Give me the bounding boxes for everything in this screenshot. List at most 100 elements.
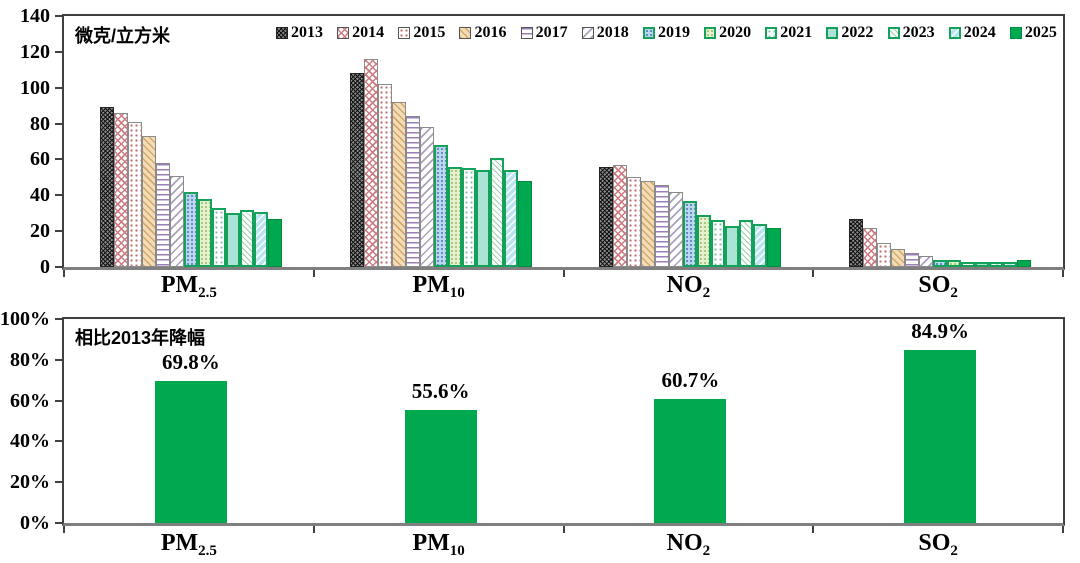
bottom-plot-area: 相比2013年降幅 69.8% 55.6% 60.7% 84.9%: [62, 317, 1065, 526]
top-plot-area: 微克/立方米 2013 2014 2015 2016 2017 2018 2019 2020 2…: [62, 14, 1065, 270]
top-ytick-label: 100: [20, 76, 50, 99]
bar-2022-PM2.5: [225, 213, 240, 267]
bar-2019-PM2.5: [183, 192, 198, 267]
top-xtick-mark: [1062, 270, 1064, 277]
bottom-ytick-mark: [55, 399, 62, 402]
bar-2021-PM10: [461, 168, 476, 267]
legend-label-2021: 2021: [780, 24, 813, 41]
legend-label-2019: 2019: [657, 24, 690, 41]
bar-2019-SO2: [933, 260, 948, 267]
legend-label-2024: 2024: [963, 24, 996, 41]
bar-2013-PM10: [349, 73, 364, 267]
bottom-ytick-mark: [55, 318, 62, 320]
bar-2019-PM10: [433, 145, 448, 267]
bottom-ytick-label: 40%: [10, 430, 50, 453]
bar-2020-PM2.5: [197, 199, 212, 267]
bar-2016-NO2: [641, 181, 656, 267]
bottom-ytick-label: 60%: [10, 389, 50, 412]
top-ytick-label: 40: [30, 184, 50, 207]
bottom-xtick-mark: [312, 526, 315, 533]
top-xtick-mark: [63, 270, 65, 277]
legend-item-2019: 2019: [642, 24, 690, 42]
top-xtick-mark: [312, 270, 315, 277]
top-xtick-mark: [812, 270, 815, 277]
bar-2025-NO2: [767, 228, 782, 267]
decline-bar-NO2: [654, 399, 727, 523]
bottom-ytick-mark: [55, 481, 62, 484]
top-xtick-mark: [562, 270, 565, 277]
solid-green-legend-swatch-2025: [1009, 27, 1022, 39]
bar-2013-SO2: [849, 219, 864, 267]
top-ytick-mark: [55, 230, 62, 233]
bottom-chart-title: 相比2013年降幅: [75, 328, 206, 348]
legend-item-2017: 2017: [520, 24, 568, 42]
legend-label-2013: 2013: [291, 24, 323, 41]
bar-2018-SO2: [919, 256, 934, 267]
top-ytick-label: 120: [20, 40, 50, 63]
legend-item-2021: 2021: [765, 24, 812, 42]
legend-label-2016: 2016: [474, 24, 507, 41]
bar-2016-SO2: [891, 249, 906, 267]
bottom-ytick-mark: [55, 522, 62, 524]
top-ytick-mark: [55, 194, 62, 197]
legend-item-2022: 2022: [826, 24, 873, 42]
white-red-dots-legend-swatch-2015: [398, 27, 411, 39]
bar-2017-NO2: [655, 185, 670, 267]
bar-2023-SO2: [989, 262, 1004, 267]
legend-label-2020: 2020: [719, 24, 752, 41]
bar-group-NO2: [599, 16, 782, 267]
bar-group-SO2: [849, 16, 1032, 267]
top-ytick-mark: [55, 15, 62, 17]
legend-item-2018: 2018: [581, 24, 629, 42]
top-ytick-label: 0: [40, 256, 50, 278]
bottom-category-label-PM2.5: PM2.5: [160, 530, 217, 559]
unit-label: 微克/立方米: [75, 26, 171, 46]
top-ytick-label: 140: [20, 5, 50, 27]
lightgreen-dots-legend-swatch-2020: [704, 27, 717, 39]
top-ytick-mark: [55, 158, 62, 161]
legend-label-2025: 2025: [1024, 24, 1057, 41]
bottom-ytick-label: 80%: [10, 348, 50, 371]
legend-label-2017: 2017: [535, 24, 568, 41]
teal-solid-legend-swatch-2022: [826, 27, 839, 39]
bar-2021-PM2.5: [211, 208, 226, 267]
bar-2017-PM2.5: [155, 163, 170, 267]
legend-label-2018: 2018: [596, 24, 629, 41]
bar-2025-SO2: [1017, 260, 1032, 267]
cyan-diagonal-legend-swatch-2024: [948, 27, 961, 39]
bottom-ytick-label: 100%: [0, 308, 50, 330]
bar-2014-PM10: [363, 59, 378, 267]
bar-2024-PM10: [503, 170, 518, 267]
top-ytick-mark: [55, 86, 62, 89]
bottom-xtick-mark: [1062, 526, 1064, 533]
decline-value-label: 69.8%: [162, 350, 220, 374]
top-ytick-mark: [55, 266, 62, 268]
bar-2017-SO2: [905, 253, 920, 267]
bottom-xtick-mark: [562, 526, 565, 533]
legend-item-2020: 2020: [704, 24, 751, 42]
bar-2015-NO2: [627, 177, 642, 267]
bar-2017-PM10: [405, 116, 420, 267]
bar-2013-PM2.5: [99, 107, 114, 267]
decline-value-label: 55.6%: [411, 379, 470, 403]
top-ytick-label: 60: [30, 148, 50, 171]
dark-gray-crosshatch-legend-swatch-2013: [276, 27, 288, 39]
bar-2020-PM10: [447, 167, 462, 267]
legend-item-2023: 2023: [887, 24, 935, 42]
legend-label-2014: 2014: [352, 24, 385, 41]
bottom-ytick-label: 20%: [10, 471, 50, 494]
bar-2014-PM2.5: [113, 113, 128, 267]
legend-item-2014: 2014: [337, 24, 384, 42]
top-category-label-NO2: NO2: [666, 272, 711, 301]
bar-2021-NO2: [711, 220, 726, 267]
bar-2014-SO2: [863, 228, 878, 267]
legend-label-2022: 2022: [841, 24, 874, 41]
top-ytick-mark: [55, 122, 62, 125]
bar-2024-SO2: [1003, 262, 1018, 267]
bottom-category-label-PM10: PM10: [412, 530, 465, 559]
bottom-ytick-mark: [55, 440, 62, 443]
bar-2019-NO2: [683, 201, 698, 267]
blue-dots-legend-swatch-2019: [642, 27, 655, 39]
purple-horizontal-legend-swatch-2017: [520, 27, 533, 39]
bar-2018-NO2: [669, 192, 684, 267]
